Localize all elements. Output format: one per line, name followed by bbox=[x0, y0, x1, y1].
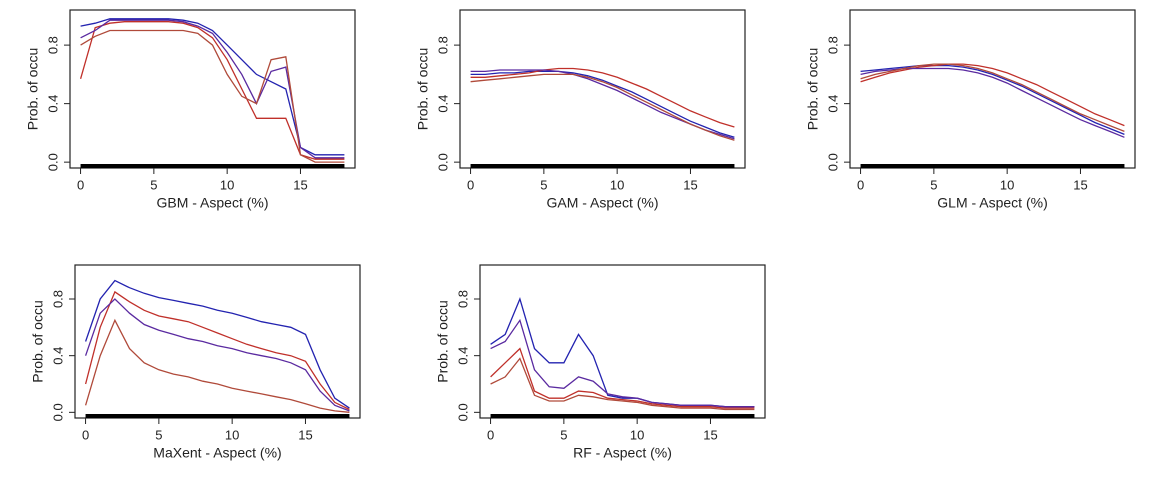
x-axis-label: GAM - Aspect (%) bbox=[546, 195, 658, 211]
series-line bbox=[860, 63, 1125, 133]
y-tick-label: 0.4 bbox=[435, 95, 450, 113]
x-tick-label: 15 bbox=[1073, 177, 1087, 192]
x-tick-label: 15 bbox=[703, 427, 717, 442]
x-axis-label: MaXent - Aspect (%) bbox=[153, 445, 281, 461]
x-axis-label: GLM - Aspect (%) bbox=[937, 195, 1047, 211]
x-tick-label: 10 bbox=[1000, 177, 1014, 192]
x-tick-label: 5 bbox=[150, 177, 157, 192]
series-line bbox=[490, 318, 755, 408]
x-tick-label: 0 bbox=[857, 177, 864, 192]
series-line bbox=[80, 18, 345, 156]
series-line bbox=[860, 63, 1125, 127]
y-tick-label: 0.8 bbox=[45, 36, 60, 54]
plot-frame bbox=[459, 9, 746, 169]
y-tick-label: 0.4 bbox=[45, 95, 60, 113]
plot-frame bbox=[849, 9, 1136, 169]
rug bbox=[860, 164, 1125, 168]
y-tick-label: 0.0 bbox=[45, 153, 60, 171]
y-tick-label: 0.4 bbox=[50, 347, 65, 365]
x-tick-label: 10 bbox=[225, 427, 239, 442]
x-tick-label: 15 bbox=[298, 427, 312, 442]
series-line bbox=[84, 298, 350, 412]
x-axis-label: RF - Aspect (%) bbox=[573, 445, 672, 461]
plot-frame bbox=[74, 264, 361, 419]
y-tick-label: 0.4 bbox=[825, 95, 840, 113]
series-line bbox=[80, 19, 345, 159]
series-line bbox=[84, 290, 350, 411]
y-axis-label: Prob. of occu bbox=[30, 300, 46, 383]
rug bbox=[470, 164, 735, 168]
series-line bbox=[80, 29, 345, 163]
series-line bbox=[860, 64, 1125, 136]
y-tick-label: 0.8 bbox=[455, 290, 470, 308]
series-line bbox=[84, 318, 350, 413]
y-axis-label: Prob. of occu bbox=[435, 300, 451, 383]
y-tick-label: 0.0 bbox=[455, 403, 470, 421]
y-tick-label: 0.0 bbox=[435, 153, 450, 171]
y-tick-label: 0.8 bbox=[435, 36, 450, 54]
plot-frame bbox=[479, 264, 766, 419]
x-tick-label: 15 bbox=[293, 177, 307, 192]
y-tick-label: 0.8 bbox=[50, 290, 65, 308]
x-tick-label: 5 bbox=[560, 427, 567, 442]
x-tick-label: 0 bbox=[487, 427, 494, 442]
x-tick-label: 15 bbox=[683, 177, 697, 192]
y-tick-label: 0.0 bbox=[825, 153, 840, 171]
y-tick-label: 0.0 bbox=[50, 403, 65, 421]
x-tick-label: 5 bbox=[540, 177, 547, 192]
rug bbox=[80, 164, 345, 168]
y-axis-label: Prob. of occu bbox=[805, 48, 821, 131]
y-axis-label: Prob. of occu bbox=[25, 48, 41, 131]
x-tick-label: 5 bbox=[155, 427, 162, 442]
series-line bbox=[470, 67, 735, 128]
y-axis-label: Prob. of occu bbox=[415, 48, 431, 131]
series-line bbox=[84, 279, 350, 409]
series-line bbox=[490, 347, 755, 409]
x-tick-label: 0 bbox=[77, 177, 84, 192]
x-tick-label: 5 bbox=[930, 177, 937, 192]
x-tick-label: 0 bbox=[82, 427, 89, 442]
x-tick-label: 10 bbox=[220, 177, 234, 192]
x-tick-label: 0 bbox=[467, 177, 474, 192]
series-line bbox=[860, 67, 1125, 138]
rug bbox=[490, 414, 755, 418]
series-line bbox=[470, 70, 735, 138]
y-tick-label: 0.8 bbox=[825, 36, 840, 54]
series-line bbox=[490, 357, 755, 411]
x-axis-label: GBM - Aspect (%) bbox=[156, 195, 268, 211]
x-tick-label: 10 bbox=[630, 427, 644, 442]
y-tick-label: 0.4 bbox=[455, 347, 470, 365]
x-tick-label: 10 bbox=[610, 177, 624, 192]
series-line bbox=[470, 73, 735, 141]
series-line bbox=[79, 21, 345, 160]
rug bbox=[85, 414, 350, 418]
